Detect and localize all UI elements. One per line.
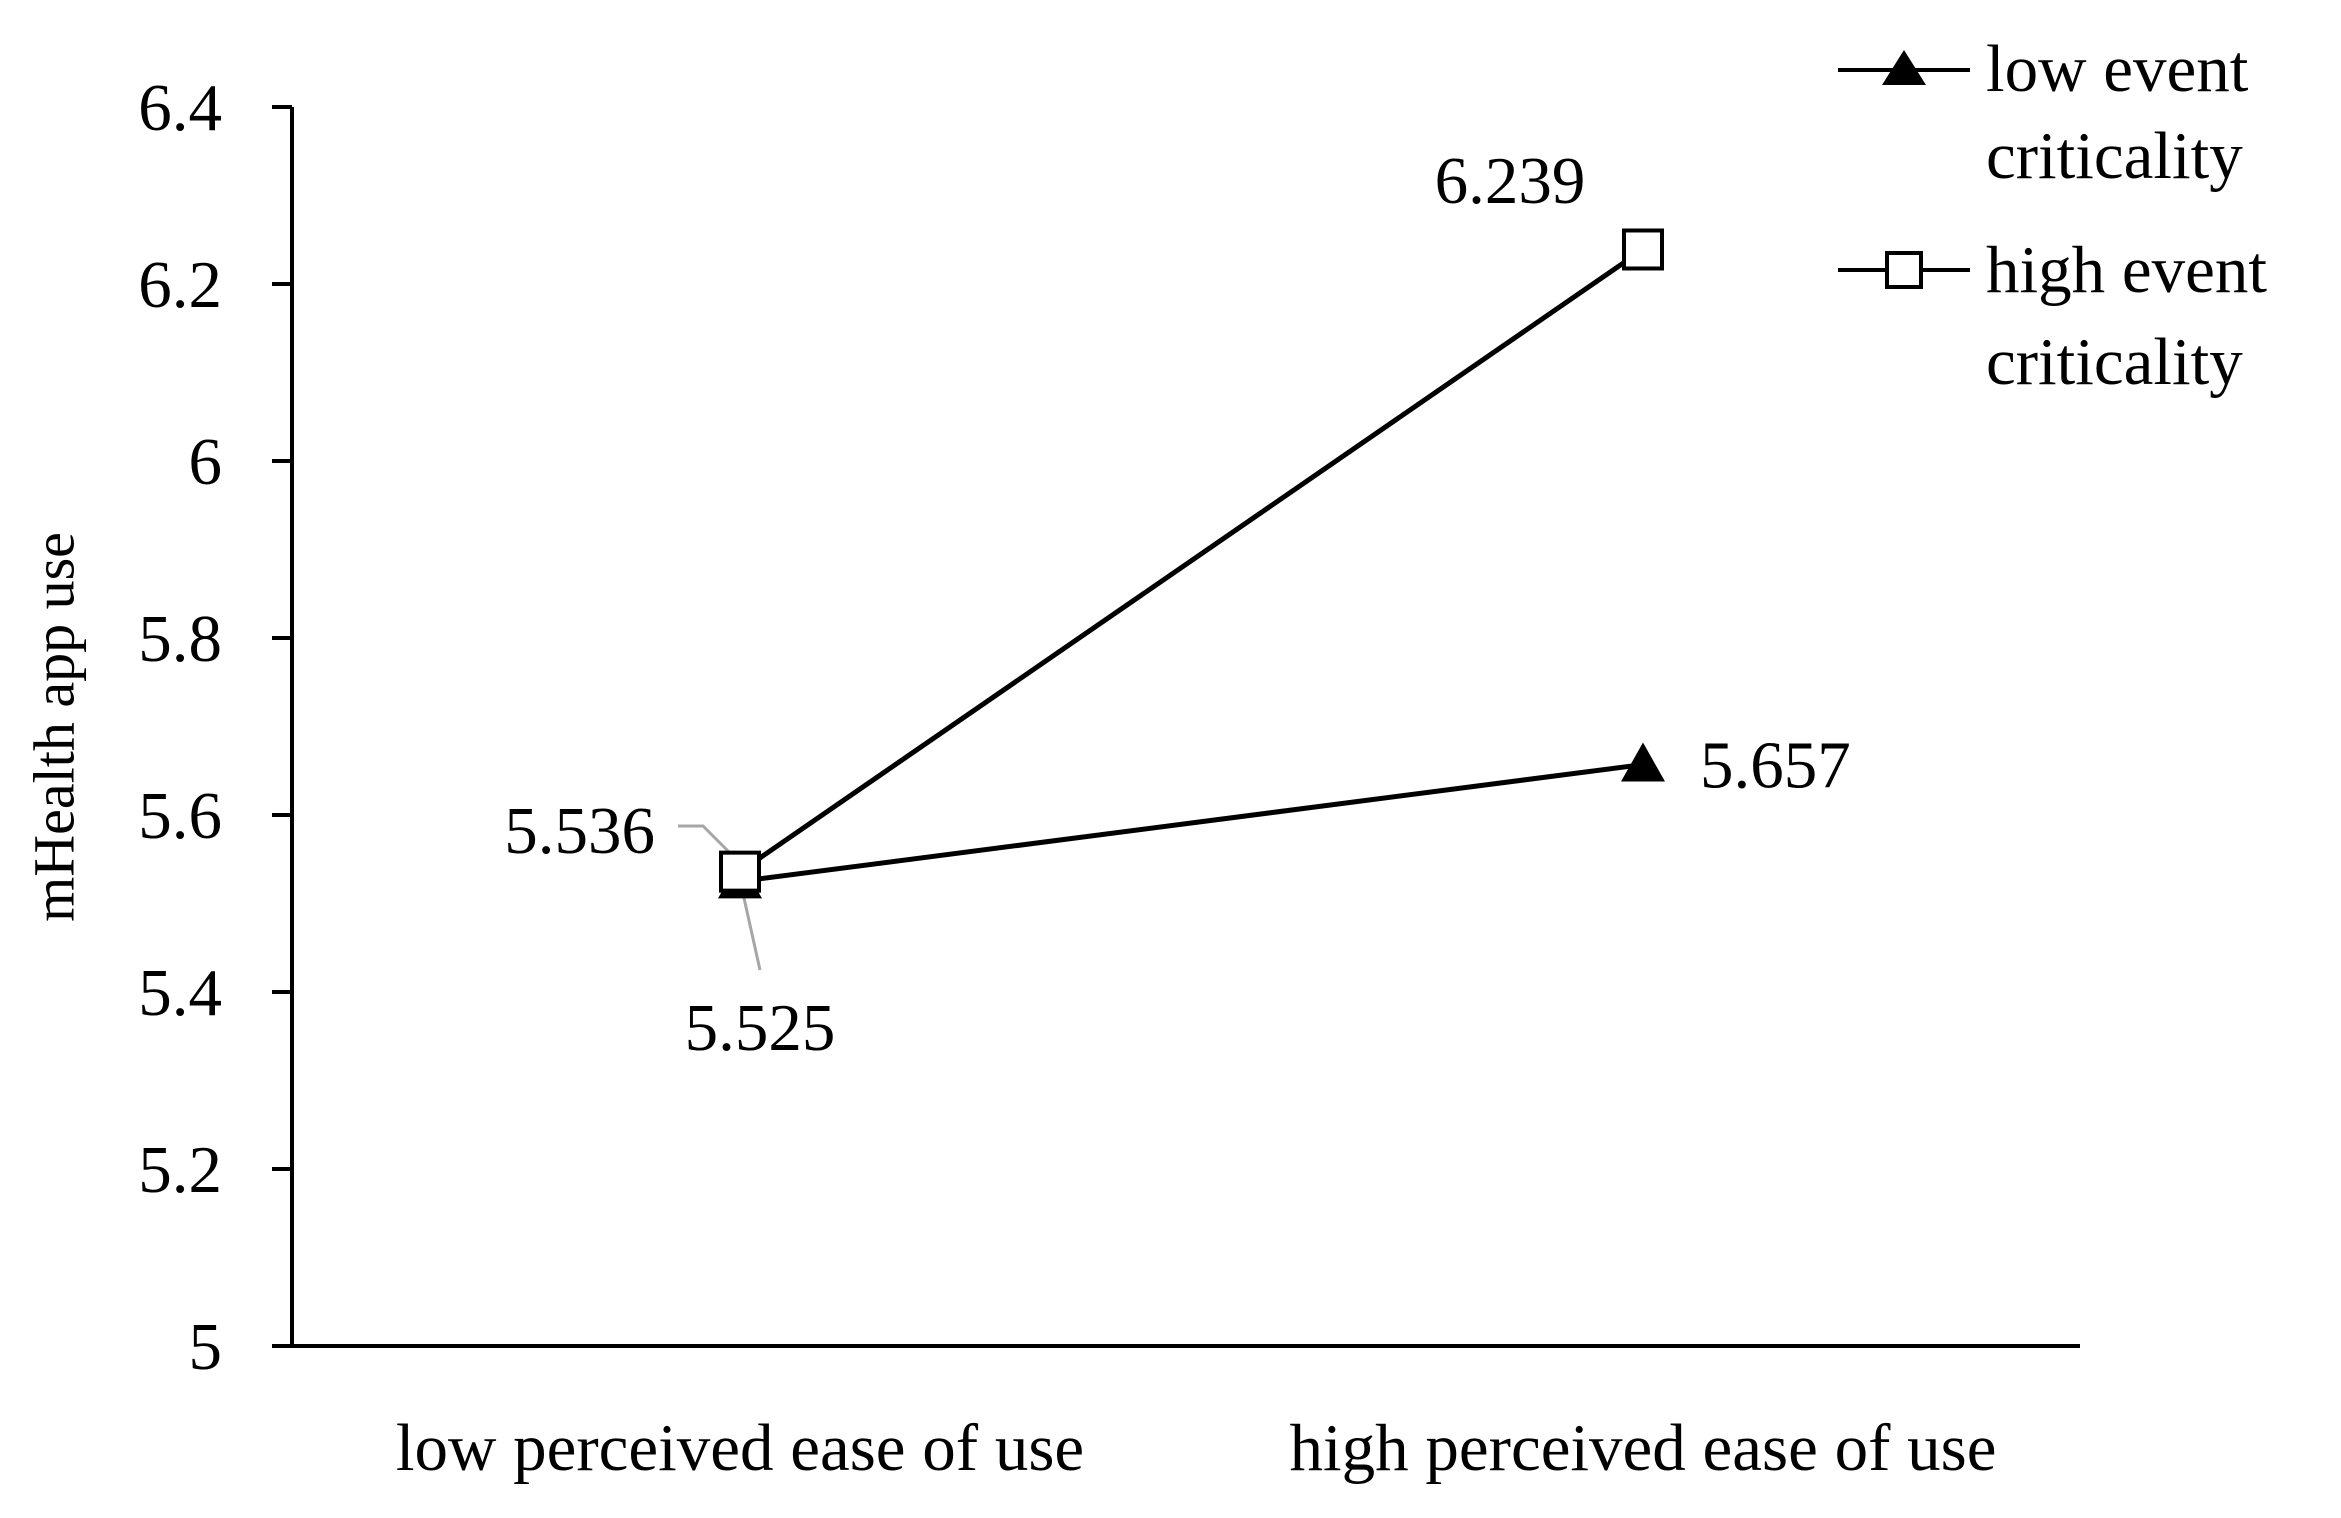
y-tick-label: 6.4 [138,71,222,145]
x-axis-categories: low perceived ease of use high perceived … [396,1411,1997,1485]
data-label: 6.239 [1435,144,1586,218]
legend-label-high-line2: criticality [1986,325,2243,399]
legend-item-low-event-criticality: low event criticality [1838,32,2249,193]
y-tick-label: 5.8 [138,602,222,676]
data-label: 5.536 [504,794,655,868]
legend-triangle-marker-icon [1882,50,1926,85]
legend-label-high-line1: high event [1986,233,2267,307]
y-axis-title: mHealth app use [21,532,86,922]
square-marker [1622,228,1664,271]
legend-square-marker-icon [1885,251,1923,289]
data-label: 5.525 [685,991,836,1065]
triangle-marker [1621,742,1665,782]
y-tick-label: 5 [189,1310,223,1384]
x-category-label: low perceived ease of use [396,1411,1084,1485]
legend: low event criticality high event critica… [1838,32,2267,399]
square-marker [719,850,761,893]
y-tick-label: 5.4 [138,956,222,1030]
series-lines [718,228,1665,899]
legend-item-high-event-criticality: high event criticality [1838,233,2267,399]
y-axis-ticks: 5 5.2 5.4 5.6 5.8 6 6.2 6.4 [138,71,292,1384]
x-category-label: high perceived ease of use [1290,1411,1997,1485]
series-line-high-event-criticality [738,247,1645,874]
legend-label-low-line2: criticality [1986,119,2243,193]
y-tick-label: 5.2 [138,1133,222,1207]
data-labels: 5.525 5.657 5.536 6.239 [504,144,1851,1065]
data-label: 5.657 [1700,729,1851,803]
series-line-low-event-criticality [739,762,1644,884]
y-tick-label: 6.2 [138,248,222,322]
y-tick-label: 6 [189,425,223,499]
y-tick-label: 5.6 [138,779,222,853]
legend-label-low-line1: low event [1986,32,2249,106]
